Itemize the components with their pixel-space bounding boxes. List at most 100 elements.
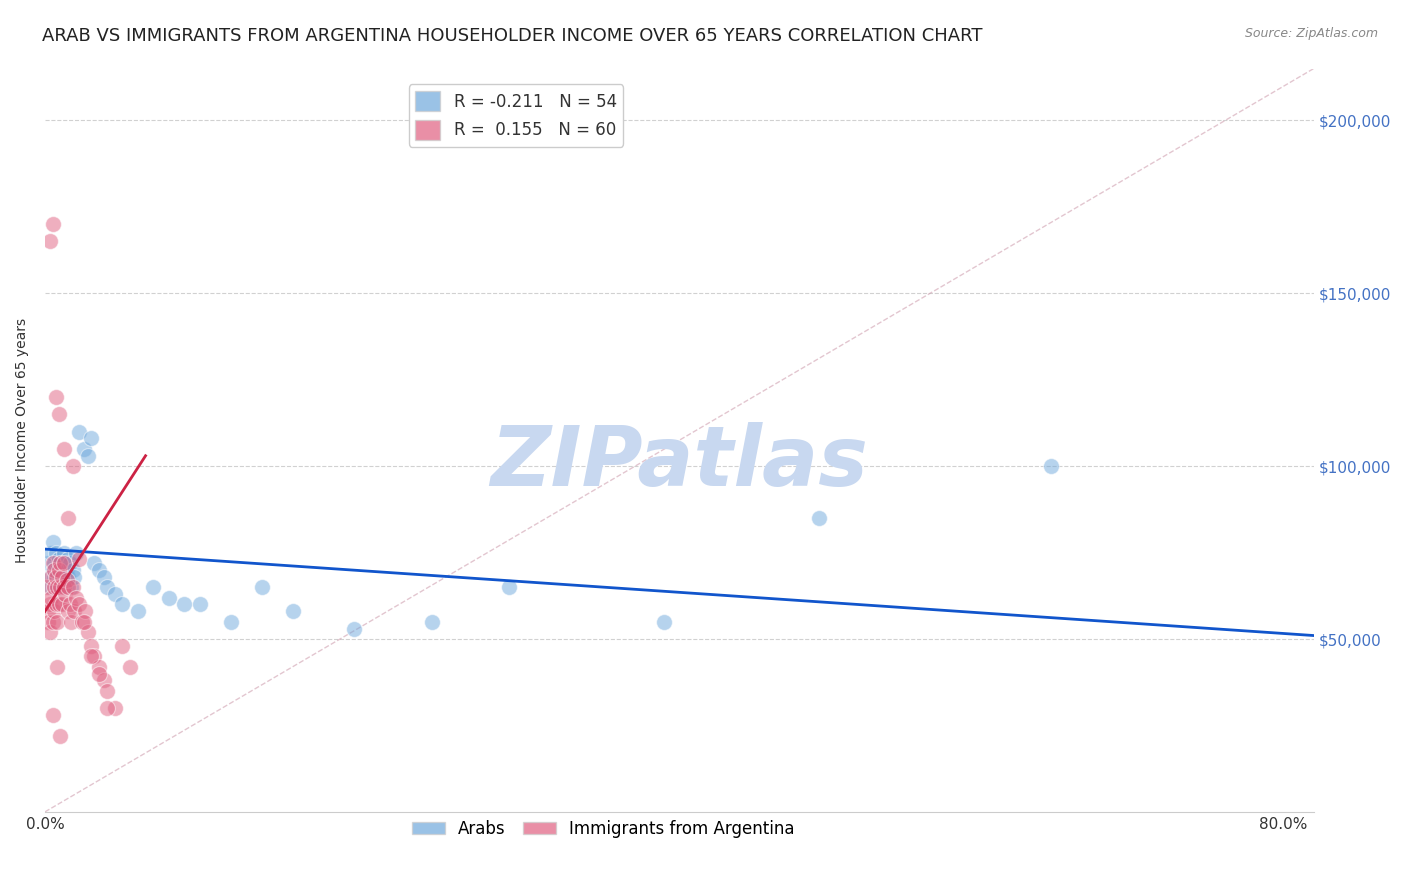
Immigrants from Argentina — [93, 673, 115, 688]
Immigrants from Argentina — [41, 556, 63, 570]
Arabs — [343, 622, 366, 636]
Arabs — [48, 552, 70, 566]
Arabs — [56, 570, 79, 584]
Arabs — [55, 563, 77, 577]
Immigrants from Argentina — [45, 598, 67, 612]
Immigrants from Argentina — [62, 459, 84, 474]
Immigrants from Argentina — [38, 625, 60, 640]
Immigrants from Argentina — [52, 442, 75, 456]
Immigrants from Argentina — [65, 591, 87, 605]
Arabs — [80, 432, 103, 446]
Text: ZIPatlas: ZIPatlas — [491, 422, 869, 503]
Arabs — [67, 425, 90, 439]
Immigrants from Argentina — [53, 587, 76, 601]
Arabs — [83, 556, 105, 570]
Immigrants from Argentina — [56, 580, 79, 594]
Arabs — [1039, 459, 1062, 474]
Arabs — [420, 615, 443, 629]
Immigrants from Argentina — [38, 598, 60, 612]
Arabs — [37, 556, 59, 570]
Immigrants from Argentina — [89, 666, 111, 681]
Immigrants from Argentina — [55, 573, 77, 587]
Immigrants from Argentina — [104, 701, 127, 715]
Immigrants from Argentina — [56, 604, 79, 618]
Immigrants from Argentina — [37, 615, 59, 629]
Immigrants from Argentina — [44, 604, 66, 618]
Arabs — [104, 587, 127, 601]
Arabs — [127, 604, 149, 618]
Arabs — [49, 556, 72, 570]
Arabs — [65, 545, 87, 559]
Arabs — [51, 563, 73, 577]
Arabs — [44, 556, 66, 570]
Arabs — [52, 545, 75, 559]
Arabs — [39, 545, 62, 559]
Arabs — [72, 442, 94, 456]
Arabs — [63, 570, 86, 584]
Arabs — [49, 580, 72, 594]
Arabs — [46, 563, 69, 577]
Arabs — [111, 598, 134, 612]
Immigrants from Argentina — [52, 556, 75, 570]
Immigrants from Argentina — [70, 615, 93, 629]
Immigrants from Argentina — [48, 598, 70, 612]
Legend: Arabs, Immigrants from Argentina: Arabs, Immigrants from Argentina — [405, 814, 801, 845]
Immigrants from Argentina — [67, 598, 90, 612]
Arabs — [89, 563, 111, 577]
Arabs — [250, 580, 273, 594]
Immigrants from Argentina — [49, 580, 72, 594]
Immigrants from Argentina — [67, 552, 90, 566]
Immigrants from Argentina — [41, 615, 63, 629]
Arabs — [60, 580, 83, 594]
Text: Source: ZipAtlas.com: Source: ZipAtlas.com — [1244, 27, 1378, 40]
Arabs — [56, 552, 79, 566]
Arabs — [142, 580, 165, 594]
Immigrants from Argentina — [80, 649, 103, 664]
Immigrants from Argentina — [39, 591, 62, 605]
Immigrants from Argentina — [45, 390, 67, 404]
Immigrants from Argentina — [49, 729, 72, 743]
Immigrants from Argentina — [41, 708, 63, 723]
Arabs — [59, 556, 82, 570]
Immigrants from Argentina — [46, 659, 69, 673]
Immigrants from Argentina — [44, 580, 66, 594]
Arabs — [52, 556, 75, 570]
Immigrants from Argentina — [41, 217, 63, 231]
Immigrants from Argentina — [120, 659, 142, 673]
Immigrants from Argentina — [48, 407, 70, 421]
Arabs — [45, 580, 67, 594]
Arabs — [219, 615, 242, 629]
Arabs — [96, 580, 118, 594]
Immigrants from Argentina — [75, 604, 97, 618]
Immigrants from Argentina — [63, 604, 86, 618]
Immigrants from Argentina — [111, 639, 134, 653]
Arabs — [173, 598, 195, 612]
Arabs — [39, 580, 62, 594]
Arabs — [41, 563, 63, 577]
Immigrants from Argentina — [80, 639, 103, 653]
Immigrants from Argentina — [46, 615, 69, 629]
Immigrants from Argentina — [60, 615, 83, 629]
Arabs — [281, 604, 304, 618]
Arabs — [51, 570, 73, 584]
Immigrants from Argentina — [39, 570, 62, 584]
Immigrants from Argentina — [59, 598, 82, 612]
Immigrants from Argentina — [49, 556, 72, 570]
Arabs — [498, 580, 520, 594]
Immigrants from Argentina — [77, 625, 100, 640]
Arabs — [44, 570, 66, 584]
Arabs — [93, 570, 115, 584]
Immigrants from Argentina — [96, 701, 118, 715]
Immigrants from Argentina — [48, 563, 70, 577]
Arabs — [46, 570, 69, 584]
Arabs — [77, 449, 100, 463]
Immigrants from Argentina — [51, 598, 73, 612]
Arabs — [53, 580, 76, 594]
Immigrants from Argentina — [56, 511, 79, 525]
Immigrants from Argentina — [52, 580, 75, 594]
Arabs — [188, 598, 211, 612]
Immigrants from Argentina — [96, 684, 118, 698]
Immigrants from Argentina — [45, 570, 67, 584]
Immigrants from Argentina — [44, 563, 66, 577]
Immigrants from Argentina — [37, 604, 59, 618]
